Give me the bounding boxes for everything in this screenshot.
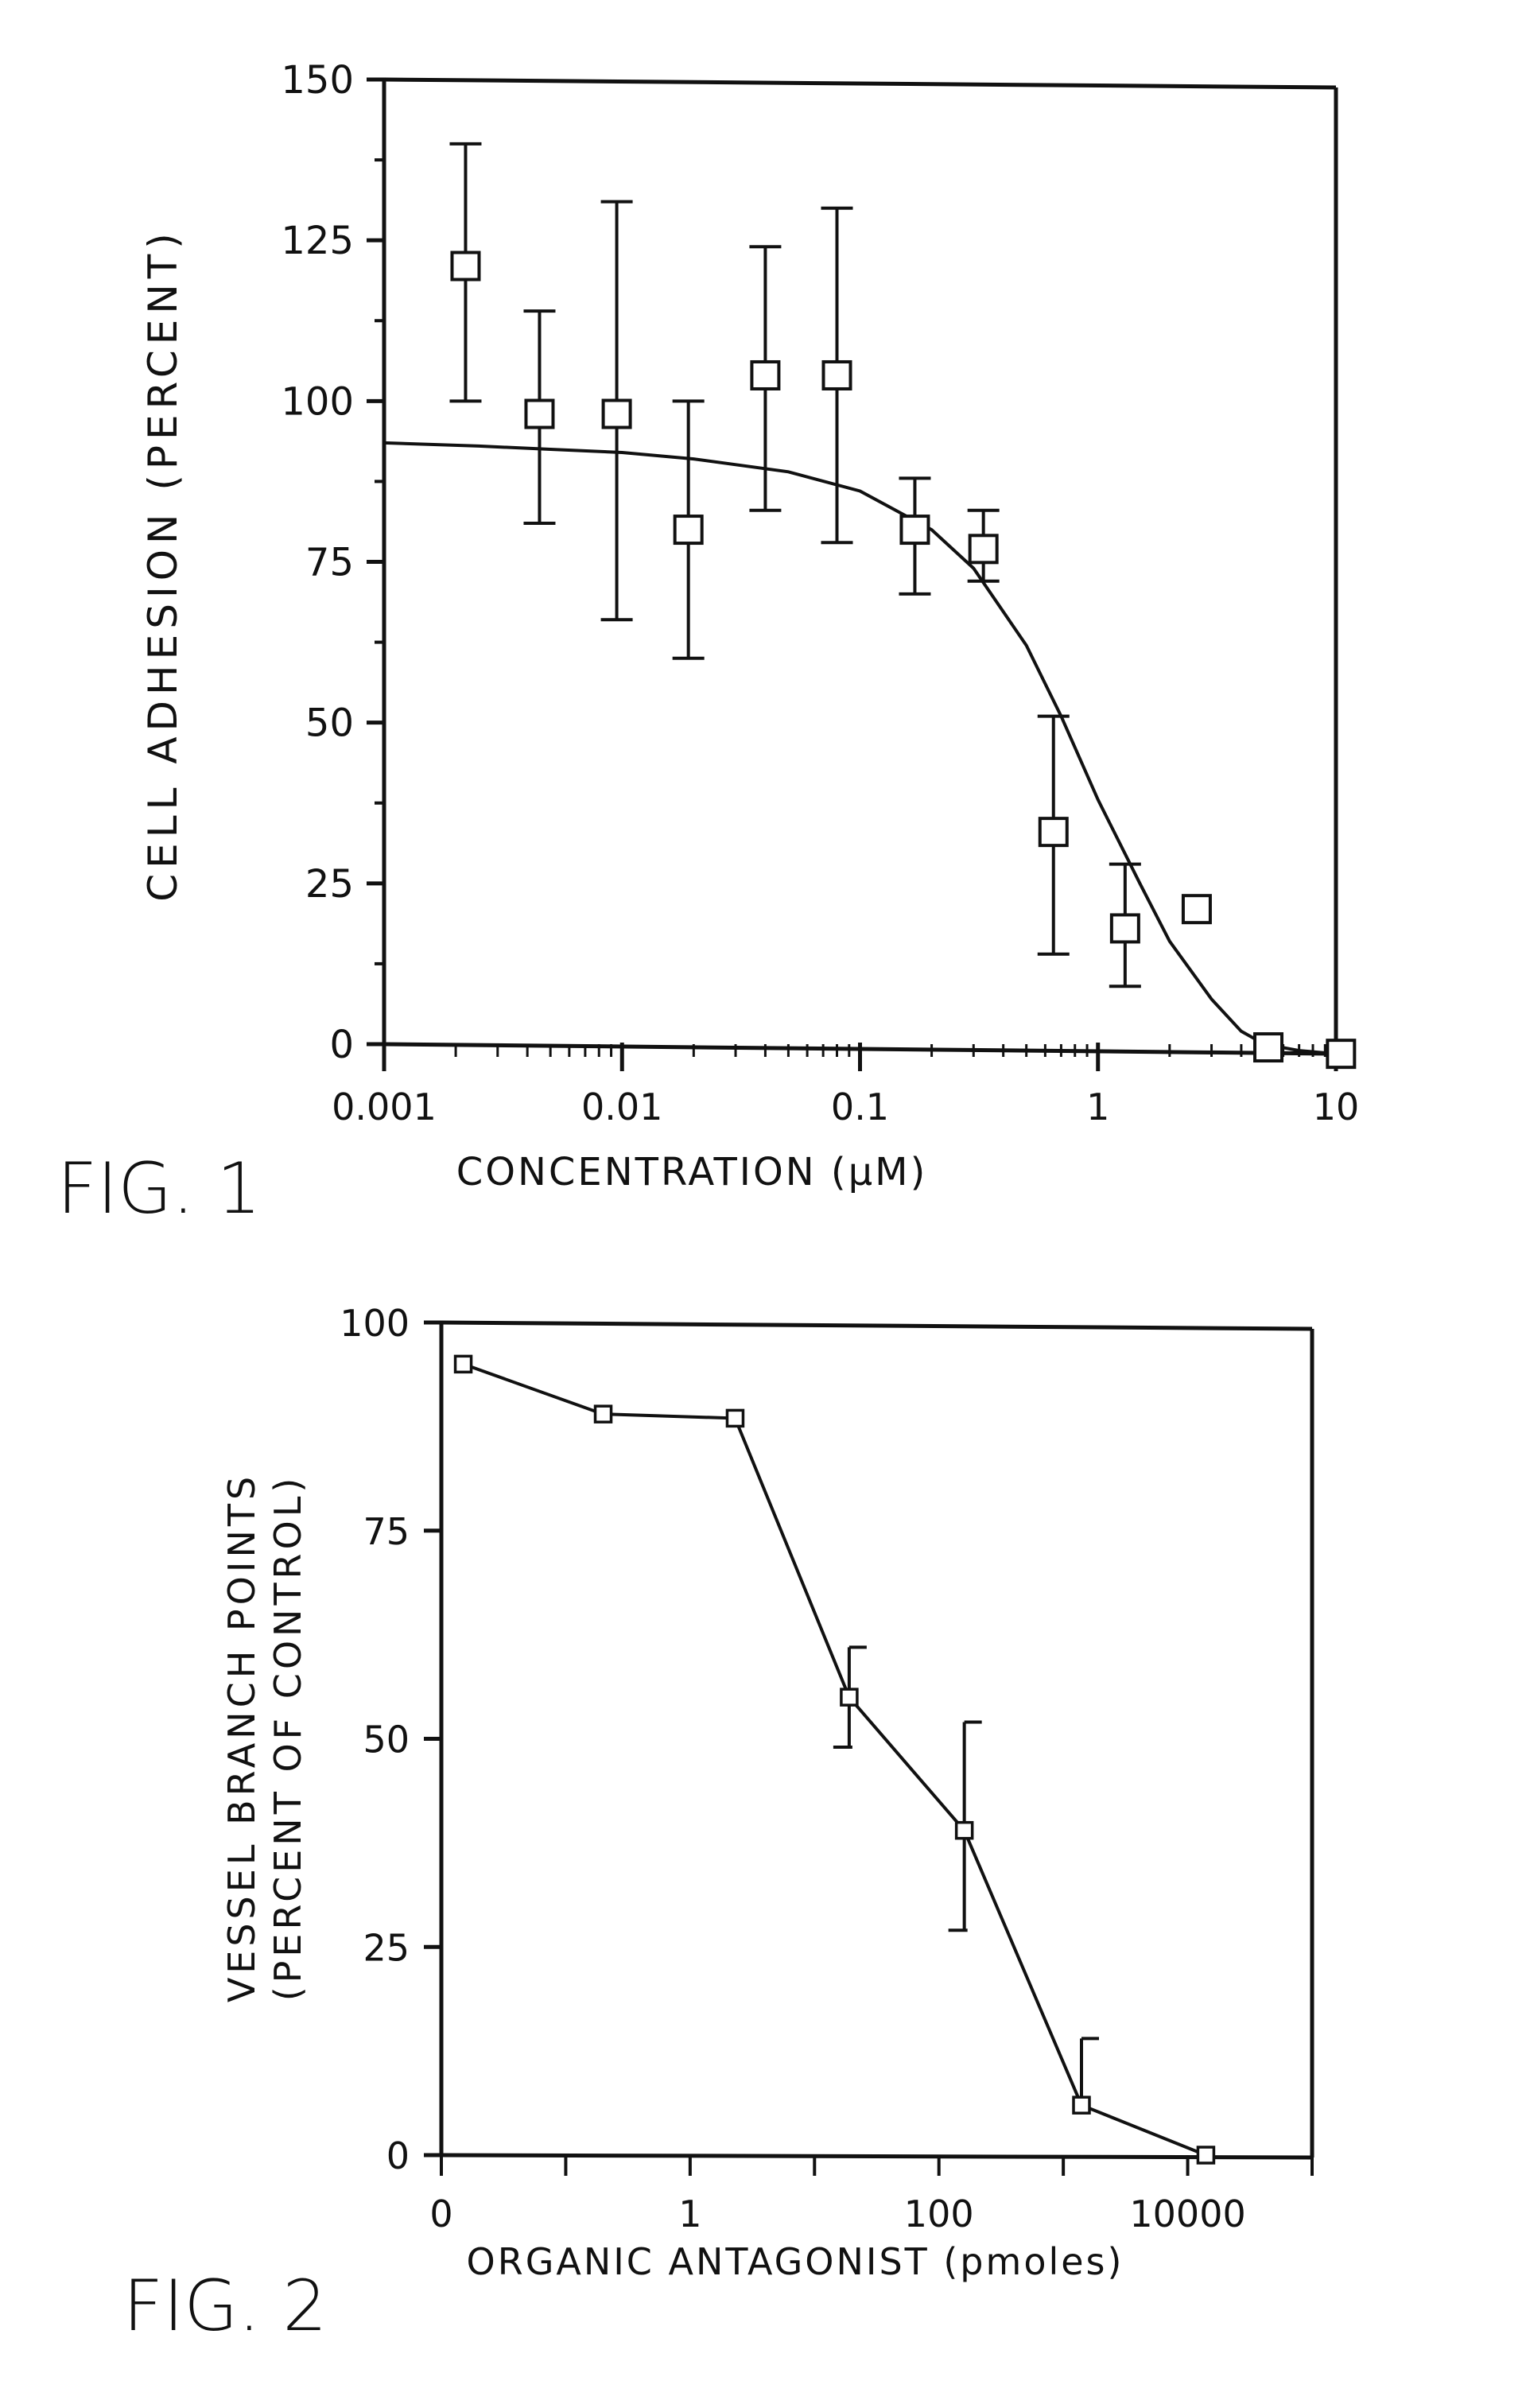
fig2-x-tick-label: 1 — [678, 2192, 701, 2235]
fig1-data-point — [899, 515, 930, 546]
fig1-data-point — [1038, 817, 1069, 848]
fig1-x-tick-label: 0.1 — [831, 1086, 889, 1128]
fig2-top-axis — [441, 1320, 1313, 1331]
fig1-data-point — [750, 359, 781, 390]
fig1-chart: 150 125 100 75 50 25 0 0.001 0.01 0.1 1 10 CELL AD… — [57, 58, 1360, 1229]
fig1-figure-label: FIG. 1 — [57, 1148, 262, 1229]
fig2-y-ticks: 100 75 50 25 0 — [340, 1302, 441, 2177]
fig2-data-points — [453, 1354, 1216, 2165]
fig2-x-tick-label: 0 — [429, 2192, 452, 2235]
fig1-x-axis-label: CONCENTRATION (μM) — [456, 1150, 928, 1194]
fig2-chart: 100 75 50 25 0 0 1 100 10000 VESSEL BRANCH POIN… — [123, 1302, 1314, 2347]
fig1-y-tick-label: 50 — [305, 701, 354, 746]
fig2-y-tick-label: 0 — [386, 2134, 410, 2177]
fig1-y-tick-label: 100 — [281, 379, 354, 424]
fig2-y-tick-label: 50 — [363, 1719, 410, 1761]
fig2-data-point — [954, 1820, 974, 1840]
fig1-y-tick-label: 125 — [281, 219, 354, 263]
fig2-y-axis-label-line2: (PERCENT OF CONTROL) — [266, 1474, 309, 2002]
fig2-x-tick-label: 10000 — [1129, 2192, 1245, 2235]
fig2-y-tick-label: 100 — [340, 1302, 410, 1345]
fig1-y-tick-label: 0 — [329, 1023, 354, 1067]
fig2-data-point — [725, 1408, 745, 1428]
fig1-x-ticks: 0.001 0.01 0.1 1 10 — [332, 1043, 1359, 1128]
fig1-x-tick-label: 0.001 — [332, 1086, 437, 1128]
fig1-y-axis-label: CELL ADHESION (PERCENT) — [140, 227, 186, 902]
fig1-fit-curve — [383, 441, 1337, 1056]
fig1-top-axis — [383, 77, 1337, 90]
fig1-data-point — [450, 251, 481, 282]
fig1-data-point — [524, 398, 555, 429]
fig2-y-tick-label: 25 — [363, 1926, 410, 1969]
fig2-figure-label: FIG. 2 — [123, 2265, 328, 2347]
fig1-x-tick-label: 1 — [1086, 1086, 1109, 1128]
fig2-data-point — [840, 1688, 859, 1707]
fig1-x-tick-label: 10 — [1313, 1086, 1360, 1128]
fig1-data-point — [601, 398, 632, 429]
fig1-data-point — [1253, 1032, 1284, 1063]
fig1-data-points — [449, 142, 1357, 1070]
fig1-y-tick-label: 25 — [305, 862, 354, 907]
fig2-x-ticks: 0 1 100 10000 — [429, 2155, 1314, 2235]
fig2-x-tick-label: 100 — [904, 2192, 974, 2235]
fig1-data-point — [1109, 913, 1140, 944]
fig2-bottom-axis — [441, 2153, 1313, 2160]
fig1-y-ticks: 150 125 100 75 50 25 0 — [281, 58, 384, 1067]
fig1-y-tick-label: 150 — [281, 58, 354, 103]
fig1-data-point — [673, 515, 704, 546]
fig1-data-point — [1181, 894, 1212, 925]
fig1-x-tick-label: 0.01 — [581, 1086, 662, 1128]
fig1-data-point — [821, 359, 852, 390]
fig2-data-point — [1196, 2146, 1216, 2165]
fig1-data-point — [968, 534, 999, 565]
fig2-data-point — [1072, 2095, 1091, 2115]
fig2-y-tick-label: 75 — [363, 1510, 410, 1553]
fig2-data-point — [593, 1404, 613, 1423]
fig1-data-point — [1326, 1039, 1357, 1070]
fig2-series-line — [462, 1362, 1207, 2157]
fig1-y-tick-label: 75 — [305, 541, 354, 585]
fig2-y-axis-label-line1: VESSEL BRANCH POINTS — [220, 1473, 263, 2002]
fig2-axes — [439, 1320, 1314, 2160]
fig2-data-point — [453, 1354, 473, 1374]
fig2-x-axis-label: ORGANIC ANTAGONIST (pmoles) — [467, 2240, 1124, 2283]
